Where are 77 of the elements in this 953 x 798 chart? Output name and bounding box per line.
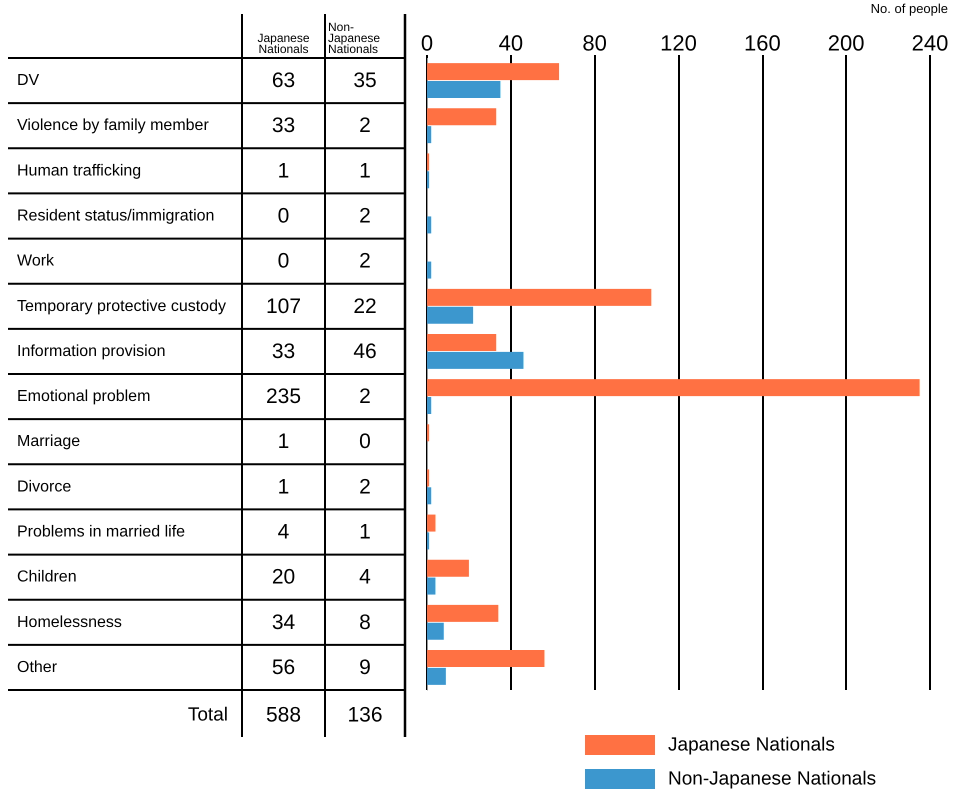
bar <box>427 650 544 668</box>
y-tick-label: Resident status/immigration <box>17 208 214 224</box>
y-tick-label: Work <box>17 252 56 270</box>
bar <box>427 63 560 80</box>
data-label: 35 <box>353 69 377 92</box>
y-tick-label: Violence by family member <box>17 117 210 134</box>
bar <box>427 379 920 396</box>
data-label: 22 <box>353 294 377 318</box>
bar <box>427 514 436 532</box>
text: 136 <box>347 704 383 726</box>
x2-tick-label: 80 <box>582 30 607 56</box>
data-label: 63 <box>272 69 296 92</box>
bar <box>427 306 474 324</box>
bar <box>427 487 432 504</box>
data-label: 1 <box>359 520 371 544</box>
data-label: 2 <box>359 475 371 498</box>
y-tick-label: Divorce <box>17 478 72 496</box>
data-label: 235 <box>266 385 302 408</box>
y-tick-label: Human trafficking <box>17 162 142 180</box>
data-label: 0 <box>278 204 290 228</box>
bar <box>427 216 432 234</box>
y-tick-label: Emotional problem <box>17 388 150 406</box>
data-label: 0 <box>359 430 371 454</box>
x2-tick-label: 160 <box>744 30 781 56</box>
data-label: 33 <box>272 340 296 363</box>
data-label: 46 <box>353 340 377 363</box>
text: Japanese Nationals <box>257 31 310 56</box>
data-label: 107 <box>266 294 302 318</box>
bar <box>427 288 652 306</box>
data-label: 1 <box>278 430 290 454</box>
x2-tick-label: 120 <box>660 30 697 56</box>
data-label: 20 <box>272 566 296 589</box>
data-label: 1 <box>359 159 371 182</box>
y-tick-label: Marriage <box>17 433 80 450</box>
bar <box>427 262 432 279</box>
y-tick-label: DV <box>17 72 40 90</box>
text: Non-Japanese Nationals <box>328 20 380 56</box>
data-label: 0 <box>278 250 290 273</box>
y-tick-label: Children <box>17 568 77 586</box>
text: Total <box>188 704 228 726</box>
x2-tick-label: 40 <box>498 30 524 56</box>
data-label: 4 <box>278 520 290 544</box>
bar <box>427 80 500 98</box>
y-tick-label: Temporary protective custody <box>17 298 226 315</box>
data-label: 1 <box>278 475 290 498</box>
data-label: 2 <box>359 250 371 273</box>
legend-label: Non-Japanese Nationals <box>668 768 876 790</box>
y-tick-label: Problems in married life <box>17 524 186 540</box>
data-label: 2 <box>359 114 371 138</box>
data-label: 2 <box>359 385 371 408</box>
bar <box>427 578 436 595</box>
x2-tick-label: 240 <box>912 30 948 56</box>
data-label: 4 <box>359 566 372 589</box>
bar <box>427 126 432 144</box>
data-label: 9 <box>359 656 371 679</box>
data-label: 56 <box>272 656 296 679</box>
data-label: 1 <box>278 159 290 182</box>
data-label: 2 <box>359 204 371 228</box>
data-label: 33 <box>272 114 296 138</box>
bar <box>427 560 469 577</box>
bar <box>427 396 432 414</box>
bar <box>427 334 496 352</box>
bar <box>427 352 524 369</box>
x2-axis-title: No. of people <box>870 1 948 16</box>
data-label: 34 <box>272 610 296 634</box>
y-tick-label: Other <box>17 658 58 676</box>
bar <box>427 622 444 640</box>
x2-tick-label: 0 <box>420 30 434 56</box>
bar <box>427 604 498 622</box>
y-tick-label: Homelessness <box>17 614 122 631</box>
legend-label: Japanese Nationals <box>668 734 835 756</box>
x2-tick-label: 200 <box>828 30 865 56</box>
bar <box>427 668 446 685</box>
data-label: 8 <box>359 610 371 634</box>
y-tick-label: Information provision <box>17 342 166 360</box>
bar <box>427 108 496 126</box>
text: 588 <box>266 704 302 726</box>
